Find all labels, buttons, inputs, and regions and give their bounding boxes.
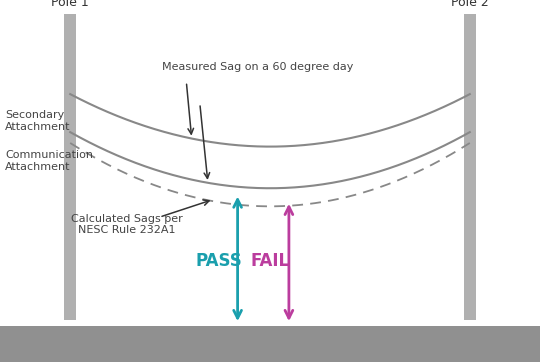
- Text: Measured Sag on a 60 degree day: Measured Sag on a 60 degree day: [162, 62, 353, 72]
- Bar: [0, 326, 540, 362]
- Text: Calculated Sags per
NESC Rule 232A1: Calculated Sags per NESC Rule 232A1: [71, 214, 183, 235]
- Text: Secondary
Attachment: Secondary Attachment: [5, 110, 71, 132]
- Text: Pole 2: Pole 2: [451, 0, 489, 9]
- Text: Communication
Attachment: Communication Attachment: [5, 150, 93, 172]
- Bar: [64, 14, 76, 320]
- Text: PASS: PASS: [195, 252, 242, 270]
- Text: Pole 1: Pole 1: [51, 0, 89, 9]
- Bar: [464, 14, 476, 320]
- Text: FAIL: FAIL: [251, 252, 289, 270]
